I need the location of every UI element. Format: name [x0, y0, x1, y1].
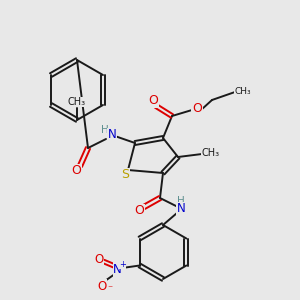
- Text: CH₃: CH₃: [235, 86, 251, 95]
- Text: N: N: [108, 128, 116, 142]
- Text: S: S: [121, 169, 129, 182]
- Text: O: O: [192, 103, 202, 116]
- Text: CH₃: CH₃: [68, 97, 86, 107]
- Text: O: O: [134, 205, 144, 218]
- Text: O: O: [148, 94, 158, 107]
- Text: N: N: [177, 202, 185, 215]
- Text: +: +: [119, 260, 126, 269]
- Text: H: H: [101, 125, 109, 135]
- Text: H: H: [177, 196, 185, 206]
- Text: O: O: [71, 164, 81, 178]
- Text: N: N: [113, 263, 122, 276]
- Text: CH₃: CH₃: [202, 148, 220, 158]
- Text: O: O: [94, 253, 103, 266]
- Text: O: O: [97, 280, 106, 293]
- Text: ⁻: ⁻: [107, 284, 112, 295]
